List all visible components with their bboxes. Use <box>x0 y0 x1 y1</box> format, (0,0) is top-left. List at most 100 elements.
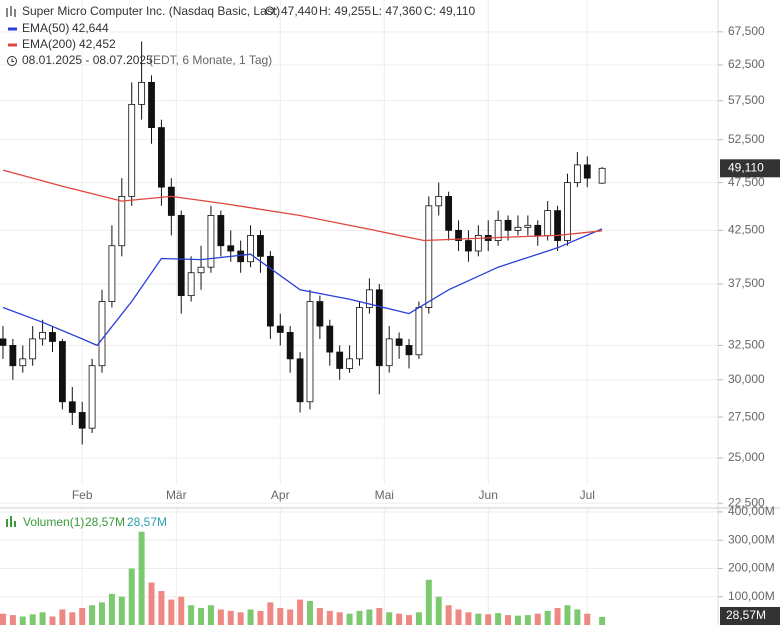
volume-bar <box>396 613 403 625</box>
clock-hands <box>11 58 14 62</box>
candle-body <box>524 224 532 228</box>
candle-body <box>177 215 185 297</box>
volume-bar <box>505 615 512 625</box>
candle-body <box>217 215 225 247</box>
candle-body <box>128 103 136 197</box>
candle-body <box>455 229 462 241</box>
candle-body <box>158 127 165 188</box>
y-tick-label: 300,00M <box>728 532 775 546</box>
x-tick-label: Jul <box>580 488 595 502</box>
volume-bar <box>366 609 373 625</box>
candle-body <box>544 210 552 236</box>
candle-body <box>29 338 37 360</box>
y-tick-label: 200,00M <box>728 561 775 575</box>
volume-bar <box>207 605 214 625</box>
y-tick-label: 62,500 <box>728 57 765 71</box>
volume-bar <box>544 610 551 625</box>
volume-legend-value: 28,57M <box>85 515 125 529</box>
candle-body <box>296 358 304 403</box>
candle-body <box>237 250 245 263</box>
y-tick-label: 27,500 <box>728 409 765 423</box>
candle-body <box>197 266 205 274</box>
legend-label: EMA(200) <box>22 37 76 51</box>
volume-bar <box>554 608 561 625</box>
candle-body <box>306 301 314 403</box>
last-price-label: 49,110 <box>728 160 764 174</box>
candle-body <box>583 164 591 179</box>
y-tick-label: 25,000 <box>728 450 765 464</box>
candle-body <box>326 325 334 353</box>
volume-bar <box>69 612 76 625</box>
volume-bar <box>326 610 333 625</box>
volume-bar <box>89 605 96 625</box>
volume-bar <box>79 608 86 625</box>
volume-bar <box>257 610 264 625</box>
candle-body <box>385 338 393 367</box>
volume-bar <box>455 609 462 625</box>
volume-bar <box>287 609 294 625</box>
candle-body <box>356 307 363 360</box>
candle-body <box>108 245 116 302</box>
volume-bar <box>198 608 205 625</box>
candle-body <box>187 272 195 297</box>
candle-body <box>39 332 46 340</box>
ema-line <box>2 228 603 347</box>
volume-bar <box>574 609 581 625</box>
candle-body <box>514 226 522 231</box>
volume-title: Volumen(1) <box>23 515 84 529</box>
candle-body <box>138 81 146 105</box>
volume-bar <box>584 613 591 625</box>
candle-body <box>445 195 453 231</box>
volume-bar <box>564 605 571 625</box>
volume-bar <box>485 614 492 625</box>
volume-bar <box>99 602 106 625</box>
volume-bar <box>128 568 135 625</box>
volume-icon <box>6 516 16 527</box>
volume-bar <box>495 613 502 625</box>
y-tick-label: 400,00M <box>728 504 775 518</box>
volume-bar <box>297 599 304 625</box>
candle-body <box>336 351 344 369</box>
candle-body <box>395 338 403 346</box>
volume-bar <box>514 615 521 625</box>
x-tick-label: Apr <box>271 488 290 502</box>
volume-bar <box>39 612 46 625</box>
clock-icon <box>7 56 17 66</box>
ohlc-low: L: 47,360 <box>372 4 422 18</box>
volume-bar <box>425 579 432 625</box>
volume-bar <box>435 596 442 625</box>
candle-body <box>465 240 472 252</box>
candle-body <box>534 224 542 236</box>
volume-bar <box>346 613 353 625</box>
volume-bar <box>49 616 56 625</box>
candle-body <box>266 255 274 327</box>
last-volume-label: 28,57M <box>726 608 766 622</box>
volume-bar <box>356 610 363 625</box>
volume-bar <box>534 613 541 625</box>
candle-body <box>316 301 324 327</box>
candle-body <box>554 210 561 241</box>
volume-bar <box>108 593 115 625</box>
volume-bar <box>336 612 343 625</box>
candle-body <box>9 345 17 367</box>
volume-bar <box>277 608 284 625</box>
candle-body <box>148 81 155 128</box>
candle-body <box>68 401 76 413</box>
ohlc-close: C: 49,110 <box>424 4 475 18</box>
volume-bar <box>306 600 313 625</box>
volume-bar <box>599 616 606 625</box>
volume-bar <box>118 596 125 625</box>
last-price-box <box>720 159 780 178</box>
marks <box>0 41 606 625</box>
candle-body <box>598 167 606 184</box>
candle-body <box>564 182 571 241</box>
candle-body <box>276 325 284 333</box>
candle-body <box>49 332 56 342</box>
volume-bar <box>376 608 383 625</box>
volume-bar <box>316 608 323 625</box>
legend-value: 42,452 <box>79 37 116 51</box>
x-tick-label: Mai <box>375 488 394 502</box>
candle-body <box>573 164 581 184</box>
